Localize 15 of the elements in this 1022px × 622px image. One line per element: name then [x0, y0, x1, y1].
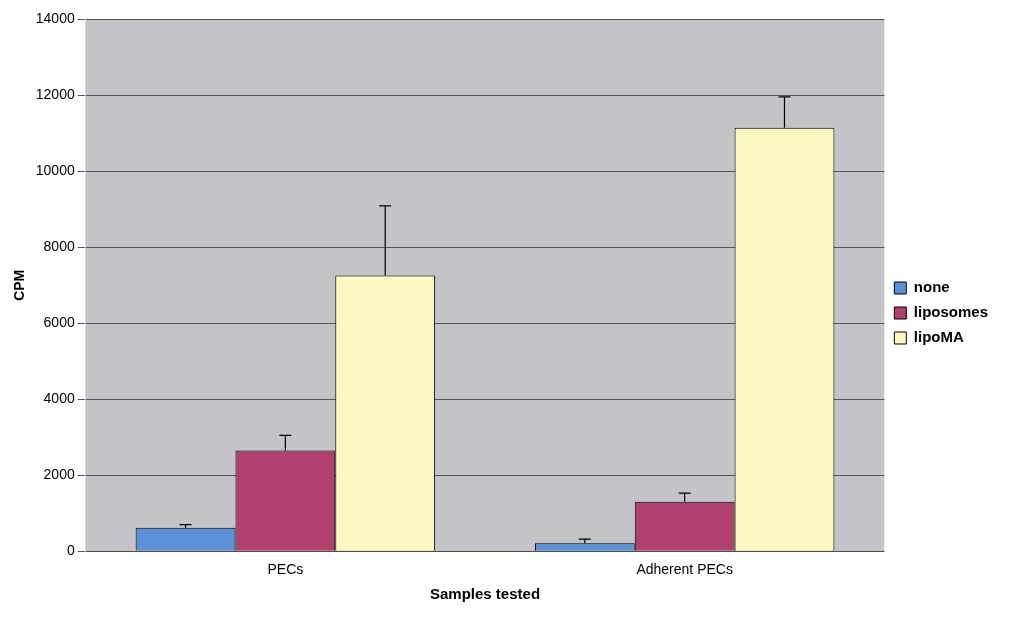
- x-tick-label: PECs: [267, 561, 304, 578]
- y-tick-label: 0: [66, 542, 75, 559]
- legend-label: none: [913, 278, 950, 296]
- y-tick-label: 12000: [35, 86, 75, 103]
- y-axis-title: CPM: [11, 269, 28, 301]
- y-tick-label: 4000: [43, 390, 75, 407]
- x-tick-label: Adherent PECs: [636, 561, 733, 578]
- legend-label: liposomes: [913, 303, 988, 321]
- legend-label: lipoMA: [913, 328, 964, 346]
- y-tick-label: 10000: [35, 162, 75, 179]
- y-tick-label: 6000: [43, 314, 75, 331]
- y-tick-label: 14000: [35, 10, 75, 27]
- x-axis-title: Samples tested: [430, 585, 541, 603]
- y-tick-label: 8000: [43, 238, 75, 255]
- y-tick-label: 2000: [43, 466, 75, 483]
